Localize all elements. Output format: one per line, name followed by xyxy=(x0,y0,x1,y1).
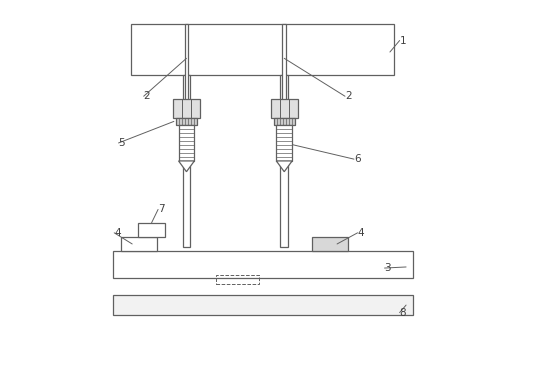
Bar xyxy=(178,125,195,161)
Bar xyxy=(139,223,165,237)
Bar xyxy=(271,99,298,118)
Bar xyxy=(185,24,188,100)
Bar xyxy=(113,251,413,278)
Polygon shape xyxy=(277,161,292,172)
Text: 8: 8 xyxy=(399,308,406,318)
Bar xyxy=(131,24,393,75)
Text: 4: 4 xyxy=(114,228,121,238)
Text: 2: 2 xyxy=(345,91,351,101)
Text: 3: 3 xyxy=(384,263,391,273)
Bar xyxy=(274,118,295,125)
Bar xyxy=(121,237,157,251)
Bar xyxy=(282,24,286,100)
Text: 6: 6 xyxy=(354,154,361,164)
Bar xyxy=(280,75,288,247)
Bar xyxy=(176,118,197,125)
Polygon shape xyxy=(178,161,195,172)
Bar xyxy=(173,99,200,118)
Text: 2: 2 xyxy=(144,91,150,101)
Bar xyxy=(277,125,292,161)
Text: 5: 5 xyxy=(119,138,125,148)
Text: 7: 7 xyxy=(158,204,165,215)
Text: 1: 1 xyxy=(399,35,406,46)
Bar xyxy=(183,75,190,247)
Text: 4: 4 xyxy=(357,228,364,238)
Bar xyxy=(216,275,259,284)
Bar xyxy=(113,295,413,315)
Bar xyxy=(312,237,348,251)
